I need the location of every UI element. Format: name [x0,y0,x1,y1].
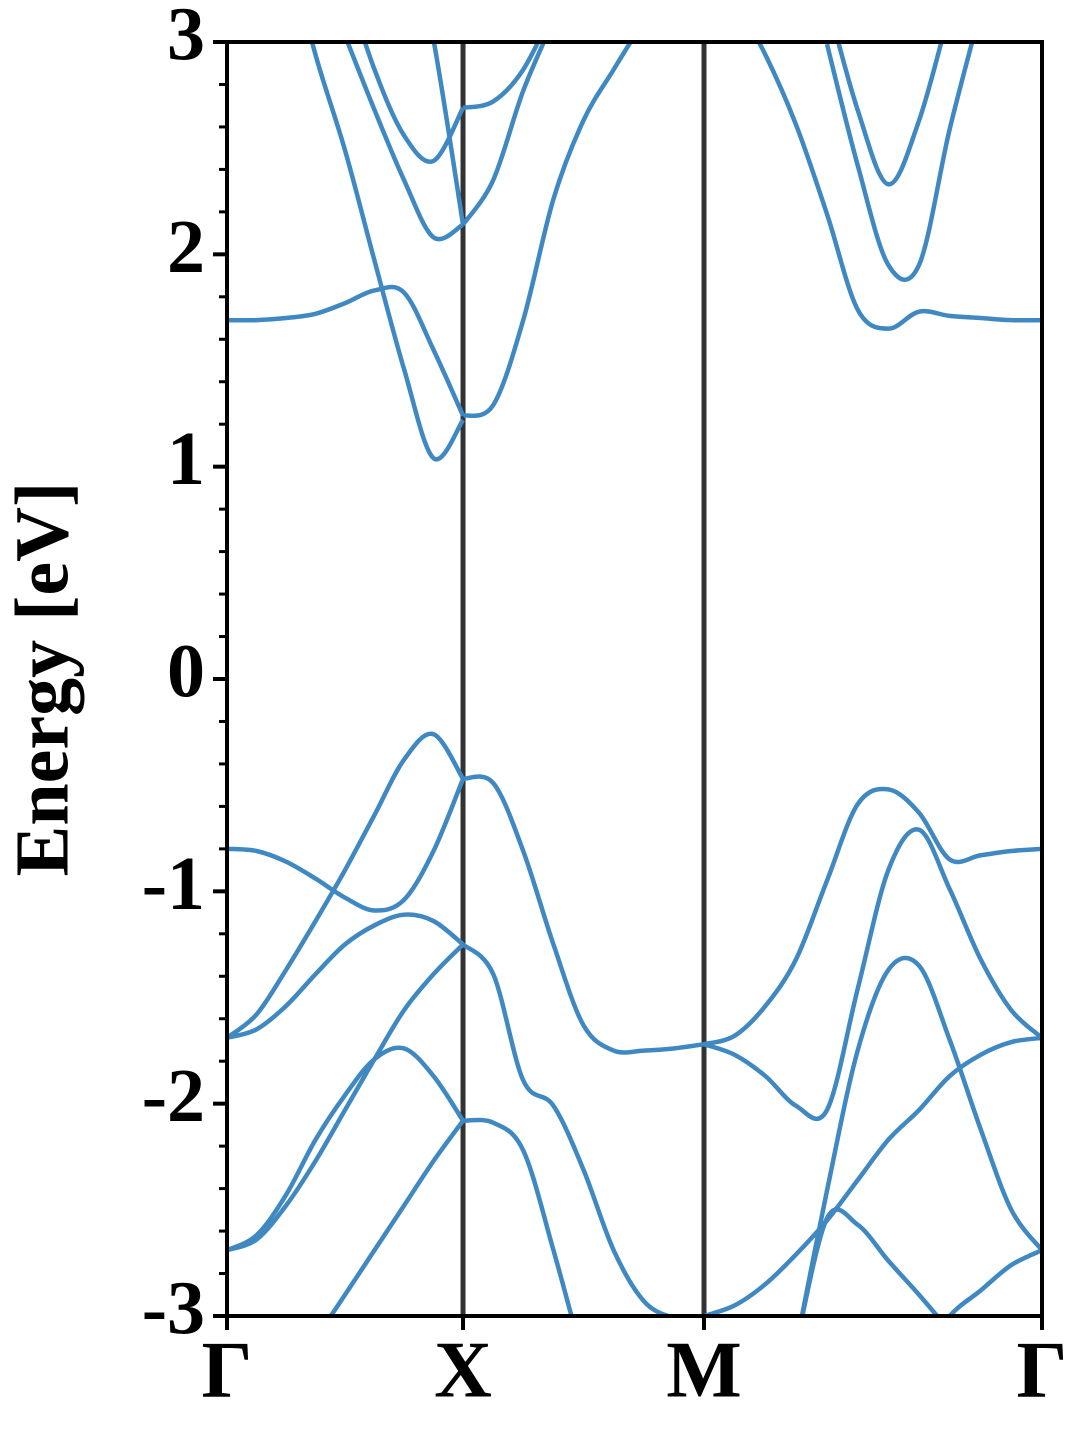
band-line [800,1207,941,1316]
band-line [835,42,944,187]
x-tick-label: X [434,1326,492,1414]
x-tick-label: M [666,1326,742,1414]
band-line [799,955,1042,1316]
y-axis-label: Energy [eV] [0,482,84,877]
band-line [309,42,465,462]
y-tick-label: 3 [167,0,205,76]
band-line [227,912,465,1041]
band-line [227,942,465,1253]
y-tick-label: 1 [167,417,205,501]
band-line [461,942,675,1316]
plot-frame [225,40,1044,1318]
bands [227,42,1042,1316]
band-line [328,1119,465,1316]
tick-labels: -3 -2 -1 0 1 2 3 Γ X M Γ [142,0,1068,1414]
band-line [462,42,634,419]
band-line [946,1248,1042,1316]
band-line [824,42,975,282]
band-line [227,777,466,913]
band-line [227,284,466,417]
band-line [227,731,465,1040]
y-tick-label: 0 [167,629,205,713]
band-line [756,42,1042,331]
axes-decor [213,40,1044,1330]
band-line [362,42,466,164]
y-tick-label: -2 [142,1054,205,1138]
x-tick-label: Γ [1017,1326,1068,1414]
band-line [462,42,541,111]
y-tick-label: -1 [142,842,205,926]
band-line [703,786,1042,1047]
band-line [703,1035,1042,1316]
y-tick-label: -3 [142,1266,205,1350]
y-tick-label: 2 [167,205,205,289]
band-line [462,774,705,1055]
band-line [461,42,547,226]
x-tick-label: Γ [202,1326,253,1414]
band-line [345,42,465,242]
band-line [431,42,466,225]
band-line [703,827,1042,1121]
band-line [227,1045,465,1253]
band-line [462,1117,574,1316]
